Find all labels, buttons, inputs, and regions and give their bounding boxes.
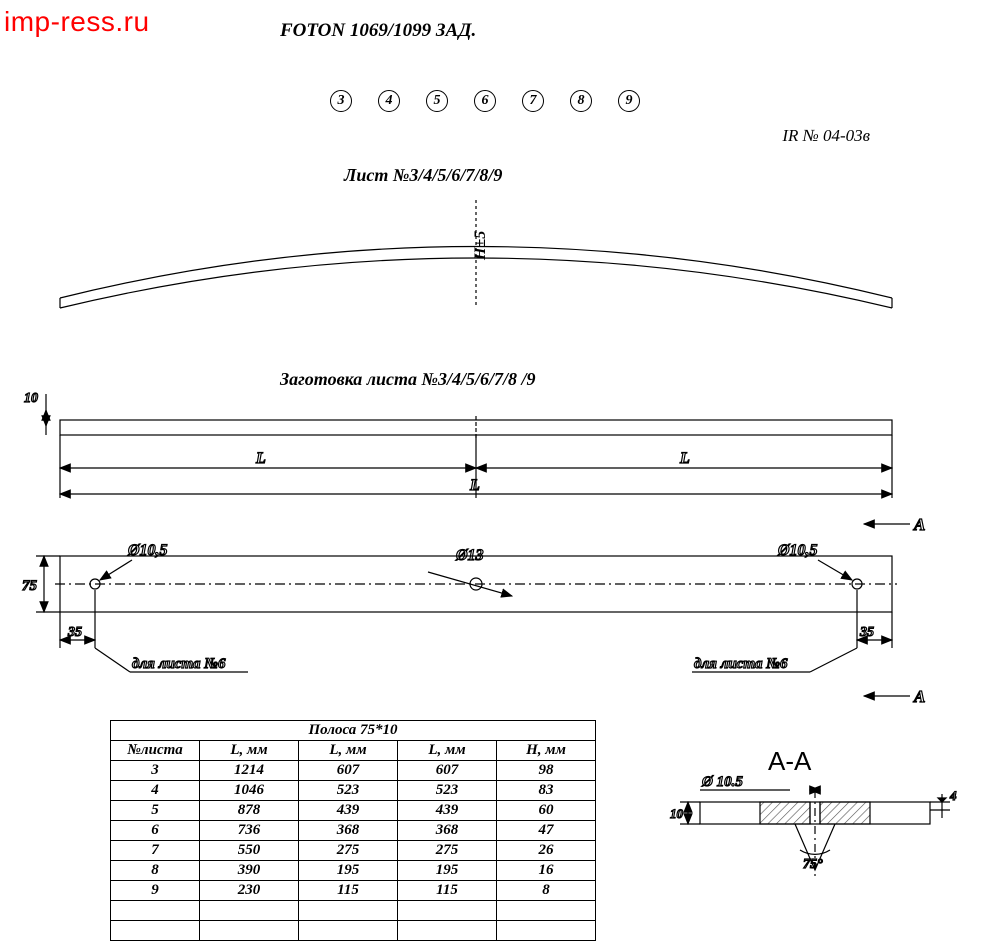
table-cell: 195 xyxy=(398,861,497,881)
table-cell: 390 xyxy=(200,861,299,881)
th-l3: L, мм xyxy=(398,741,497,761)
table-title: Полоса 75*10 xyxy=(111,721,596,741)
table-cell: 83 xyxy=(497,781,596,801)
table-row: 673636836847 xyxy=(111,821,596,841)
table-cell: 8 xyxy=(497,881,596,901)
dim-L-full: L xyxy=(469,477,480,494)
arc-tolerance-label: H±5 xyxy=(472,231,489,261)
table-cell: 1046 xyxy=(200,781,299,801)
table-cell: 16 xyxy=(497,861,596,881)
dim-d10l: Ø10,5 xyxy=(127,542,168,559)
note-sheet6-l: для листа №6 xyxy=(132,656,226,672)
dim-L-right: L xyxy=(679,450,690,467)
table-row: 755027527526 xyxy=(111,841,596,861)
table-cell xyxy=(111,901,200,921)
table-cell: 607 xyxy=(299,761,398,781)
table-cell: 115 xyxy=(398,881,497,901)
table-row: 3121460760798 xyxy=(111,761,596,781)
table-cell: 4 xyxy=(111,781,200,801)
table-cell: 368 xyxy=(398,821,497,841)
table-cell: 6 xyxy=(111,821,200,841)
table-row: 4104652352383 xyxy=(111,781,596,801)
table-row: 839019519516 xyxy=(111,861,596,881)
data-table-wrapper: Полоса 75*10 №листа L, мм L, мм L, мм H,… xyxy=(110,720,596,941)
data-table: Полоса 75*10 №листа L, мм L, мм L, мм H,… xyxy=(110,720,596,941)
dim-35r: 35 xyxy=(859,625,874,640)
table-cell: 878 xyxy=(200,801,299,821)
table-cell: 607 xyxy=(398,761,497,781)
th-l2: L, мм xyxy=(299,741,398,761)
table-cell: 7 xyxy=(111,841,200,861)
table-row-blank xyxy=(111,901,596,921)
table-cell: 9 xyxy=(111,881,200,901)
section-10: 10 xyxy=(670,806,684,821)
table-cell xyxy=(497,901,596,921)
th-l1: L, мм xyxy=(200,741,299,761)
table-cell: 98 xyxy=(497,761,596,781)
table-cell: 60 xyxy=(497,801,596,821)
table-cell: 230 xyxy=(200,881,299,901)
table-cell: 439 xyxy=(299,801,398,821)
dim-10: 10 xyxy=(24,391,38,406)
section-A-bot: A xyxy=(913,687,925,706)
th-n: №листа xyxy=(111,741,200,761)
dim-d13: Ø13 xyxy=(455,547,484,564)
table-cell: 368 xyxy=(299,821,398,841)
note-sheet6-r: для листа №6 xyxy=(694,656,788,672)
table-cell: 736 xyxy=(200,821,299,841)
th-h: H, мм xyxy=(497,741,596,761)
table-cell xyxy=(299,901,398,921)
dim-75: 75 xyxy=(22,578,38,594)
table-cell: 275 xyxy=(398,841,497,861)
table-row: 92301151158 xyxy=(111,881,596,901)
table-cell: 5 xyxy=(111,801,200,821)
section-d10: Ø 10.5 xyxy=(701,774,743,790)
table-cell: 47 xyxy=(497,821,596,841)
section-A-top: A xyxy=(913,515,925,534)
table-cell xyxy=(497,921,596,941)
table-cell: 523 xyxy=(398,781,497,801)
table-cell: 115 xyxy=(299,881,398,901)
dim-L-left: L xyxy=(255,450,266,467)
table-cell: 275 xyxy=(299,841,398,861)
table-cell xyxy=(398,921,497,941)
table-cell xyxy=(299,921,398,941)
dim-35l: 35 xyxy=(67,625,82,640)
table-cell: 195 xyxy=(299,861,398,881)
table-cell xyxy=(398,901,497,921)
table-row: 587843943960 xyxy=(111,801,596,821)
dim-d10r: Ø10,5 xyxy=(777,542,818,559)
table-cell: 8 xyxy=(111,861,200,881)
table-header-row: №листа L, мм L, мм L, мм H, мм xyxy=(111,741,596,761)
section-angle: 75° xyxy=(803,857,823,872)
table-cell: 1214 xyxy=(200,761,299,781)
table-cell: 26 xyxy=(497,841,596,861)
table-cell: 550 xyxy=(200,841,299,861)
table-row-blank xyxy=(111,921,596,941)
table-cell xyxy=(200,921,299,941)
section-4: 4 xyxy=(949,788,957,803)
table-cell xyxy=(200,901,299,921)
section-label: A-A xyxy=(768,746,811,777)
table-cell: 3 xyxy=(111,761,200,781)
table-cell: 523 xyxy=(299,781,398,801)
table-cell xyxy=(111,921,200,941)
table-cell: 439 xyxy=(398,801,497,821)
